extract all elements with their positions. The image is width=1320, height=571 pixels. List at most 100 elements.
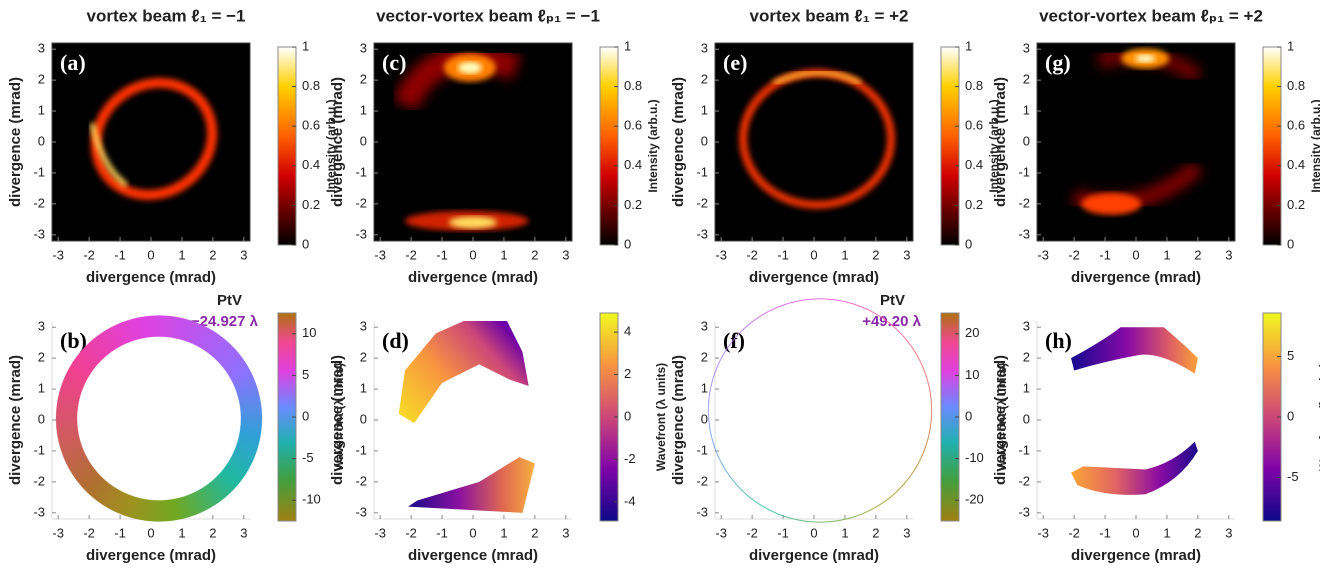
y-tick-label: 1 bbox=[701, 381, 708, 396]
x-tick-label: 0 bbox=[810, 525, 817, 540]
x-tick-label: 1 bbox=[500, 525, 507, 540]
x-tick-label: -1 bbox=[436, 247, 448, 262]
colorbar-tick-label: 0.4 bbox=[624, 157, 642, 172]
x-axis-label: divergence (mrad) bbox=[408, 269, 538, 286]
panel: -3-2-10123-3-2-10123divergence (mrad)div… bbox=[329, 313, 668, 564]
colorbar-tick-label: 0.4 bbox=[1287, 157, 1305, 172]
colorbar-tick-label: 0.6 bbox=[302, 118, 320, 133]
colorbar-tick-label: 0 bbox=[965, 408, 972, 423]
y-tick-label: 1 bbox=[38, 381, 45, 396]
x-tick-label: 2 bbox=[531, 247, 538, 262]
colorbar-tick-label: 0.4 bbox=[302, 157, 320, 172]
colorbar-tick-label: 1 bbox=[965, 38, 972, 53]
colorbar-tick-label: 20 bbox=[965, 325, 979, 340]
colorbar-tick-label: 4 bbox=[624, 324, 631, 339]
x-axis-label: divergence (mrad) bbox=[1071, 269, 1201, 286]
colorbar-tick-label: 0.2 bbox=[302, 197, 320, 212]
x-tick-label: 1 bbox=[1163, 247, 1170, 262]
colorbar-tick-label: 0.2 bbox=[624, 197, 642, 212]
colorbar-tick-label: 0.8 bbox=[965, 78, 983, 93]
y-tick-label: 0 bbox=[38, 133, 45, 148]
phase-ring bbox=[55, 315, 263, 523]
y-tick-label: 2 bbox=[701, 72, 708, 87]
y-tick-label: -2 bbox=[33, 195, 45, 210]
colorbar-tick-label: 0 bbox=[1287, 236, 1294, 251]
colorbar-tick-label: -4 bbox=[624, 493, 636, 508]
y-tick-label: 3 bbox=[360, 41, 367, 56]
colorbar bbox=[600, 47, 618, 245]
y-tick-label: -2 bbox=[1018, 473, 1030, 488]
y-tick-label: -2 bbox=[33, 473, 45, 488]
y-tick-label: -3 bbox=[355, 226, 367, 241]
y-axis-label: divergence (mrad) bbox=[670, 77, 687, 207]
y-tick-label: 2 bbox=[1023, 72, 1030, 87]
annotation: PtV bbox=[217, 292, 242, 309]
x-tick-label: -1 bbox=[436, 525, 448, 540]
y-axis-label: divergence (mrad) bbox=[670, 355, 687, 485]
x-axis-label: divergence (mrad) bbox=[749, 547, 879, 564]
y-tick-label: 3 bbox=[38, 319, 45, 334]
y-tick-label: 3 bbox=[1023, 41, 1030, 56]
y-tick-label: -1 bbox=[33, 442, 45, 457]
colorbar-tick-label: -5 bbox=[1287, 469, 1299, 484]
colorbar-tick-label: 1 bbox=[1287, 38, 1294, 53]
y-tick-label: -2 bbox=[696, 473, 708, 488]
x-tick-label: -2 bbox=[746, 525, 758, 540]
y-tick-label: 0 bbox=[360, 411, 367, 426]
x-tick-label: -2 bbox=[1068, 525, 1080, 540]
x-tick-label: -2 bbox=[1068, 247, 1080, 262]
colorbar-tick-label: -2 bbox=[624, 451, 636, 466]
y-tick-label: -2 bbox=[355, 473, 367, 488]
x-tick-label: 0 bbox=[469, 525, 476, 540]
y-tick-label: 2 bbox=[1023, 350, 1030, 365]
y-axis-label: divergence (mrad) bbox=[329, 355, 346, 485]
x-tick-label: -1 bbox=[777, 525, 789, 540]
y-tick-label: 0 bbox=[701, 133, 708, 148]
colorbar-tick-label: 1 bbox=[302, 38, 309, 53]
x-tick-label: 0 bbox=[147, 525, 154, 540]
y-tick-label: -3 bbox=[33, 226, 45, 241]
colorbar-tick-label: 1 bbox=[624, 38, 631, 53]
plot-area bbox=[1071, 327, 1198, 495]
colorbar-tick-label: 0.8 bbox=[1287, 78, 1305, 93]
y-tick-label: -3 bbox=[696, 226, 708, 241]
y-tick-label: -1 bbox=[1018, 442, 1030, 457]
panel-label: (h) bbox=[1045, 328, 1072, 353]
x-axis-label: divergence (mrad) bbox=[408, 547, 538, 564]
beam-core bbox=[1135, 54, 1155, 62]
x-tick-label: -2 bbox=[83, 525, 95, 540]
y-tick-label: 1 bbox=[38, 103, 45, 118]
y-tick-label: -2 bbox=[1018, 195, 1030, 210]
colorbar-tick-label: 0 bbox=[965, 236, 972, 251]
y-tick-label: 1 bbox=[360, 381, 367, 396]
y-tick-label: -3 bbox=[696, 504, 708, 519]
x-tick-label: 2 bbox=[209, 247, 216, 262]
colorbar-label: Wavefront (λ units) bbox=[654, 363, 668, 471]
x-tick-label: -1 bbox=[114, 525, 126, 540]
x-tick-label: 2 bbox=[531, 525, 538, 540]
y-tick-label: -2 bbox=[355, 195, 367, 210]
colorbar-tick-label: 0 bbox=[624, 408, 631, 423]
colorbar-tick-label: 5 bbox=[302, 367, 309, 382]
x-axis-label: divergence (mrad) bbox=[86, 269, 216, 286]
x-tick-label: 2 bbox=[209, 525, 216, 540]
colorbar-label: Intensity (arb.u.) bbox=[1309, 99, 1320, 192]
y-tick-label: 0 bbox=[1023, 411, 1030, 426]
x-tick-label: 1 bbox=[178, 247, 185, 262]
phase-region bbox=[1071, 327, 1198, 373]
x-tick-label: 1 bbox=[1163, 525, 1170, 540]
panel-title: vector-vortex beam ℓₚ₁ = +2 bbox=[1039, 6, 1263, 25]
x-tick-label: 3 bbox=[240, 247, 247, 262]
colorbar-tick-label: 0 bbox=[302, 236, 309, 251]
colorbar-tick-label: -10 bbox=[302, 492, 321, 507]
x-tick-label: 2 bbox=[1194, 525, 1201, 540]
y-tick-label: -1 bbox=[696, 164, 708, 179]
colorbar bbox=[1263, 47, 1281, 245]
panel-title: vortex beam ℓ₁ = −1 bbox=[87, 6, 246, 25]
panel: -3-2-10123-3-2-10123divergence (mrad)div… bbox=[7, 6, 338, 285]
x-axis-label: divergence (mrad) bbox=[1071, 547, 1201, 564]
y-tick-label: 2 bbox=[38, 350, 45, 365]
y-tick-label: -3 bbox=[33, 504, 45, 519]
